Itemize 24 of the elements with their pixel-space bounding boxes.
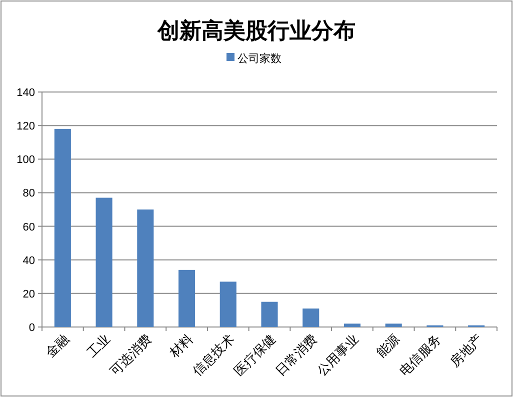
bar: [178, 270, 196, 327]
y-tick-label: 140: [16, 87, 35, 99]
bar: [302, 308, 320, 327]
x-tick-label: 材料: [166, 331, 196, 362]
y-tick-label: 100: [16, 154, 35, 166]
y-tick-label: 0: [28, 322, 35, 334]
x-tick-label: 金融: [42, 331, 72, 360]
x-tick-label: 工业: [84, 331, 113, 360]
bar: [261, 302, 278, 327]
bar: [385, 324, 402, 327]
legend-label: 公司家数: [238, 52, 282, 65]
y-tick-label: 60: [22, 221, 35, 234]
x-tick-label: 能源: [374, 331, 403, 360]
chart-title: 创新高美股行业分布: [156, 18, 356, 43]
y-tick-label: 20: [22, 288, 35, 300]
bar: [220, 282, 236, 327]
bar: [96, 198, 112, 327]
y-tick-label: 120: [16, 120, 35, 133]
bar: [344, 324, 360, 327]
y-tick-label: 40: [22, 254, 35, 267]
bar: [137, 210, 154, 327]
bar: [54, 128, 71, 327]
x-tick-label: 房地产: [447, 331, 486, 370]
y-tick-label: 80: [22, 188, 35, 200]
